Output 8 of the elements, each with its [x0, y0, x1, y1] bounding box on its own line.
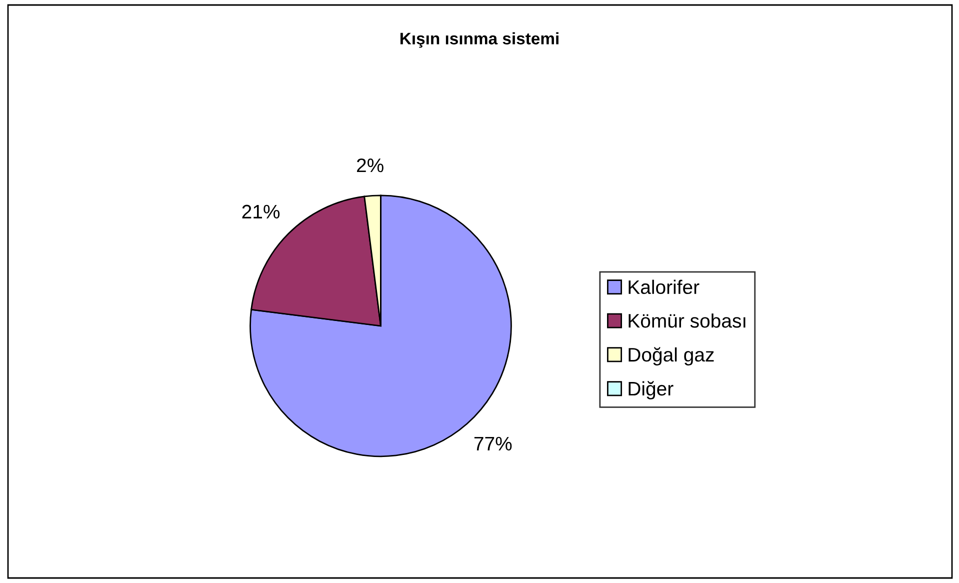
data-label: 21% [242, 204, 280, 218]
chart-title: Kışın ısınma sistemi [400, 32, 558, 48]
data-label: 2% [357, 158, 384, 172]
legend-label: Kalorifer [628, 280, 700, 294]
legend-label: Kömür sobası [628, 313, 746, 328]
legend-label: Diğer [628, 381, 674, 400]
data-label: 77% [474, 436, 512, 450]
legend-label: Doğal gaz [628, 347, 714, 366]
